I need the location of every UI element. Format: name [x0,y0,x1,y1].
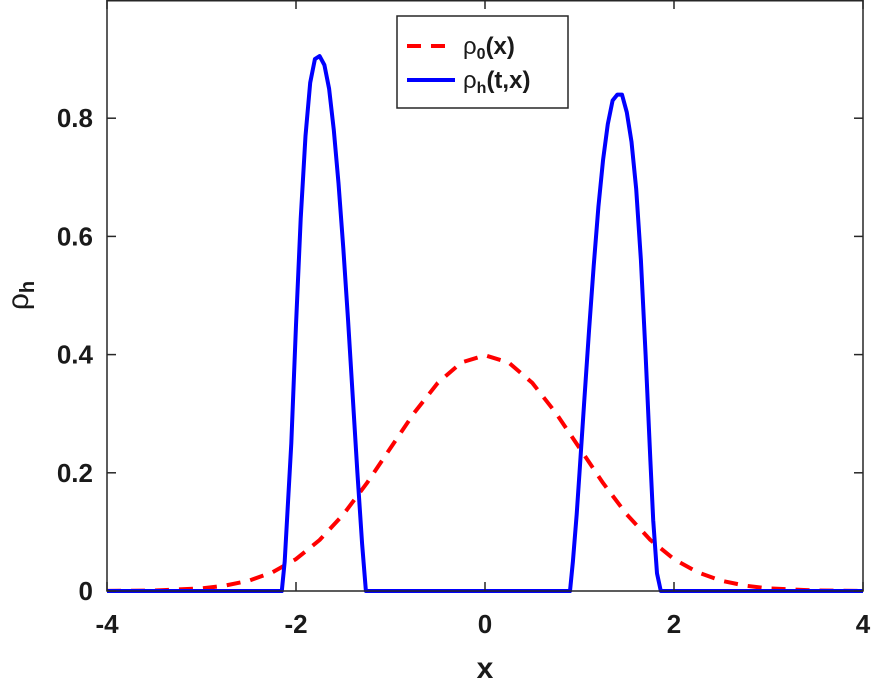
x-axis-label: x [477,652,494,680]
legend-label-1: ρ0(x) [463,33,515,63]
y-tick-label: 0 [79,576,93,606]
x-tick-label: 4 [856,609,871,639]
series-line-2 [107,54,863,593]
x-tick-label: 0 [478,609,492,639]
ticks-layer: -4 -2 0 2 4 0 0.2 0.4 0.6 0.8 [57,0,871,639]
legend: ρ0(x) ρh(t,x) [396,15,569,109]
legend-label-2: ρh(t,x) [463,67,530,97]
x-tick-label: 2 [667,609,681,639]
y-tick-label: 0.4 [57,340,94,370]
x-tick-label: -4 [95,609,119,639]
y-tick-label: 0.8 [57,103,93,133]
y-axis-label: ρh [2,281,39,310]
x-tick-label: -2 [284,609,307,639]
y-tick-label: 0.2 [57,458,93,488]
legend-box [396,15,569,109]
series-line-1 [106,353,864,593]
labels-layer: x ρh [2,281,494,680]
y-tick-label: 0.6 [57,221,93,251]
y-axis-label-base: ρ [2,293,35,310]
series-layer [106,54,864,593]
y-axis-label-sub: h [17,281,39,293]
